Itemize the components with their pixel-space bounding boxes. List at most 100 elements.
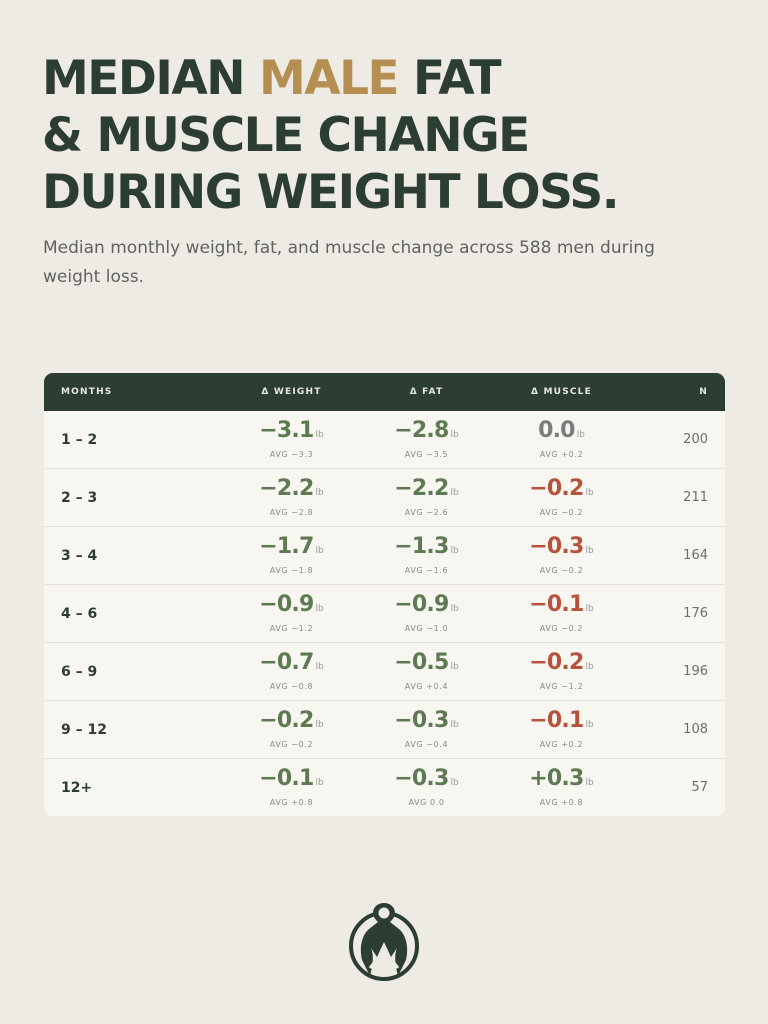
title-accent-word: MALE (258, 51, 400, 106)
mountain-figure-logo-icon (349, 903, 419, 981)
fat-median: −2.8 lb (359, 420, 494, 446)
median-value: −0.5 (394, 650, 449, 675)
median-value: 0.0 (538, 418, 575, 443)
unit-label: lb (315, 604, 324, 614)
muscle-cell: −0.3 lb AVG −0.2 (494, 534, 629, 576)
fat-avg: AVG +0.4 (404, 682, 449, 691)
median-value: −0.2 (259, 708, 314, 733)
unit-label: lb (450, 430, 459, 440)
weight-avg: AVG −2.8 (269, 508, 314, 517)
muscle-avg: AVG −0.2 (539, 566, 584, 575)
subtitle: Median monthly weight, fat, and muscle c… (43, 238, 655, 287)
unit-label: lb (315, 430, 324, 440)
table-header: MONTHS Δ WEIGHT Δ FAT Δ MUSCLE N (44, 373, 725, 411)
weight-avg: AVG +0.8 (269, 798, 314, 807)
muscle-median: 0.0 lb (494, 420, 629, 446)
fat-median: −0.5 lb (359, 652, 494, 678)
header-weight: Δ WEIGHT (261, 387, 322, 397)
table-body: 1 – 2 −3.1 lb AVG −3.3 −2.8 lb AVG −3.5 0.0 lb AV… (44, 411, 725, 816)
fat-cell: −0.3 lb AVG −0.4 (359, 710, 494, 750)
unit-label: lb (315, 488, 324, 498)
fat-median: −0.3 lb (359, 768, 494, 794)
fat-median: −0.3 lb (359, 710, 494, 736)
muscle-median: +0.3 lb (494, 768, 629, 794)
median-value: −0.2 (529, 476, 584, 501)
months-cell: 4 – 6 (61, 605, 98, 622)
weight-median: −3.1 lb (224, 420, 359, 446)
weight-cell: −3.1 lb AVG −3.3 (224, 420, 359, 460)
muscle-cell: +0.3 lb AVG +0.8 (494, 768, 629, 808)
muscle-cell: −0.1 lb AVG +0.2 (494, 708, 629, 750)
weight-median: −0.7 lb (224, 652, 359, 678)
muscle-median: −0.2 lb (494, 478, 629, 504)
table-row: 9 – 12 −0.2 lb AVG −0.2 −0.3 lb AVG −0.4 −0.1 lb… (44, 700, 725, 758)
header-n: N (699, 387, 708, 397)
weight-median: −0.2 lb (224, 710, 359, 736)
median-value: −0.3 (529, 534, 584, 559)
unit-label: lb (450, 546, 459, 556)
median-value: −0.3 (394, 766, 449, 791)
fat-avg: AVG −1.6 (404, 566, 449, 575)
median-value: −0.9 (259, 592, 314, 617)
n-cell: 211 (683, 490, 708, 505)
unit-label: lb (585, 604, 594, 614)
median-value: −1.3 (394, 534, 449, 559)
fat-median: −2.2 lb (359, 478, 494, 504)
unit-label: lb (315, 546, 324, 556)
months-cell: 1 – 2 (61, 431, 98, 448)
median-value: −0.1 (529, 708, 584, 733)
page-title: MEDIAN MALE FAT & MUSCLE CHANGE DURING W… (42, 50, 732, 221)
median-value: +0.3 (529, 766, 584, 791)
unit-label: lb (585, 488, 594, 498)
table-row: 4 – 6 −0.9 lb AVG −1.2 −0.9 lb AVG −1.0 −0.1 lb A… (44, 584, 725, 642)
muscle-avg: AVG +0.2 (539, 740, 584, 749)
weight-median: −2.2 lb (224, 478, 359, 504)
weight-median: −0.9 lb (224, 594, 359, 620)
fat-cell: −0.9 lb AVG −1.0 (359, 594, 494, 634)
title-line-1: MEDIAN MALE FAT (42, 51, 502, 106)
header-fat: Δ FAT (409, 387, 444, 397)
weight-avg: AVG −1.8 (269, 566, 314, 575)
weight-cell: −0.1 lb AVG +0.8 (224, 768, 359, 808)
unit-label: lb (450, 604, 459, 614)
n-cell: 164 (683, 548, 708, 563)
unit-label: lb (315, 662, 324, 672)
unit-label: lb (585, 720, 594, 730)
header-months: MONTHS (61, 387, 113, 397)
muscle-cell: −0.2 lb AVG −0.2 (494, 478, 629, 518)
fat-cell: −2.2 lb AVG −2.6 (359, 478, 494, 518)
title-line-2: & MUSCLE CHANGE (42, 108, 530, 163)
fat-cell: −0.3 lb AVG 0.0 (359, 768, 494, 808)
weight-cell: −0.2 lb AVG −0.2 (224, 710, 359, 750)
months-cell: 12+ (61, 779, 93, 796)
months-cell: 6 – 9 (61, 663, 98, 680)
fat-cell: −1.3 lb AVG −1.6 (359, 536, 494, 576)
title-line-3: DURING WEIGHT LOSS. (42, 165, 620, 220)
muscle-cell: −0.2 lb AVG −1.2 (494, 650, 629, 692)
header-muscle: Δ MUSCLE (531, 387, 592, 397)
months-cell: 9 – 12 (61, 721, 107, 738)
fat-avg: AVG −3.5 (404, 450, 449, 459)
unit-label: lb (585, 778, 594, 788)
median-value: −2.2 (394, 476, 449, 501)
unit-label: lb (450, 662, 459, 672)
weight-avg: AVG −0.2 (269, 740, 314, 749)
muscle-avg: AVG −1.2 (539, 682, 584, 691)
weight-cell: −1.7 lb AVG −1.8 (224, 536, 359, 576)
n-cell: 108 (683, 722, 708, 737)
median-value: −0.1 (529, 592, 584, 617)
muscle-avg: AVG −0.2 (539, 508, 584, 517)
fat-median: −1.3 lb (359, 536, 494, 562)
fat-median: −0.9 lb (359, 594, 494, 620)
unit-label: lb (450, 720, 459, 730)
fat-cell: −2.8 lb AVG −3.5 (359, 420, 494, 460)
weight-median: −0.1 lb (224, 768, 359, 794)
unit-label: lb (315, 778, 324, 788)
n-cell: 57 (691, 780, 708, 795)
unit-label: lb (576, 430, 585, 440)
weight-cell: −2.2 lb AVG −2.8 (224, 478, 359, 518)
median-value: −0.2 (529, 650, 584, 675)
n-cell: 176 (683, 606, 708, 621)
table-row: 2 – 3 −2.2 lb AVG −2.8 −2.2 lb AVG −2.6 −0.2 lb A… (44, 468, 725, 526)
weight-avg: AVG −3.3 (269, 450, 314, 459)
